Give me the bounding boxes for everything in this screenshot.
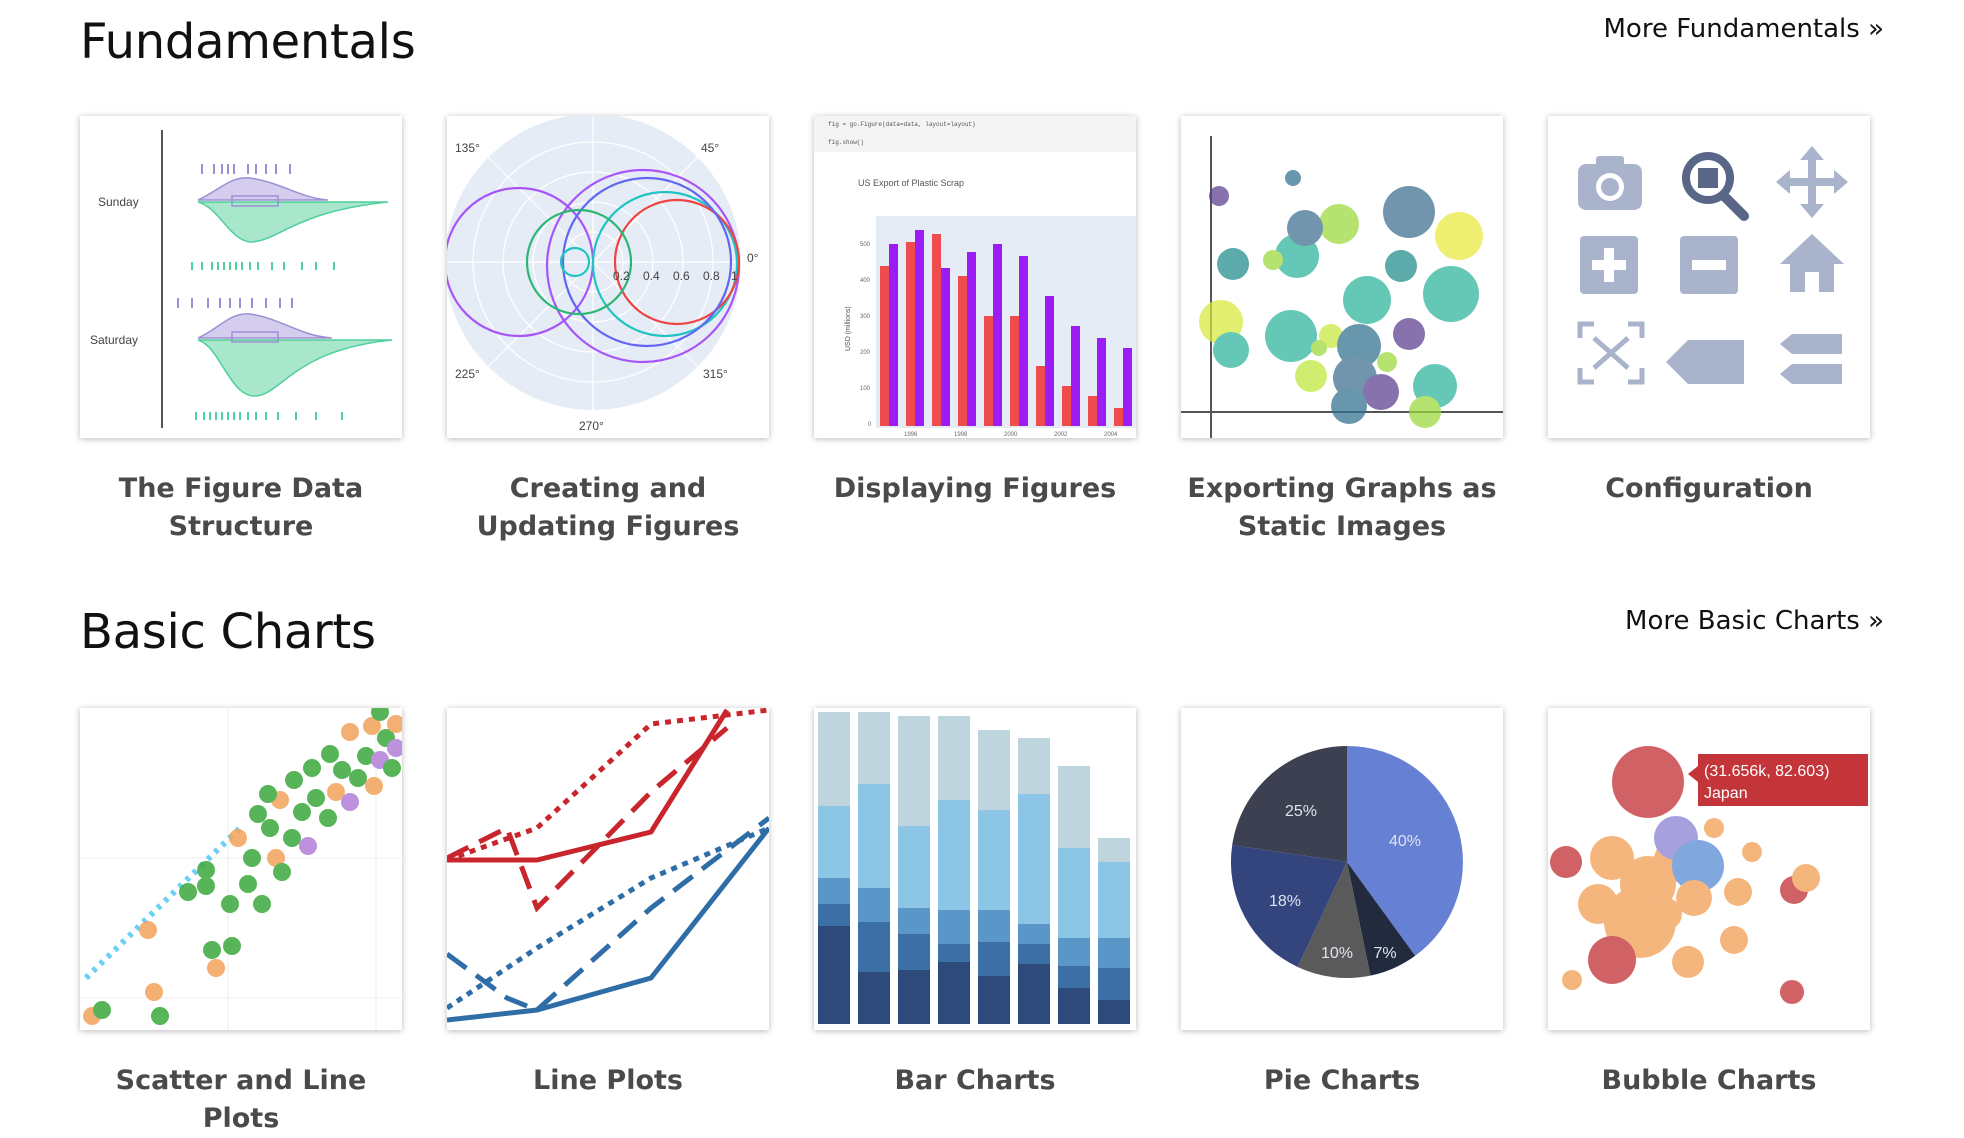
bar-chart-title: US Export of Plastic Scrap	[858, 178, 964, 188]
polar-radial-tick: 0.4	[643, 269, 660, 283]
violin-label-saturday: Saturday	[90, 333, 138, 347]
polar-angle-45: 45°	[701, 141, 719, 155]
card-figure-data-structure[interactable]: Sunday Saturday	[80, 116, 402, 546]
card-label: Exporting Graphs as Static Images	[1187, 473, 1497, 542]
bar-charts-thumbnail[interactable]	[814, 708, 1136, 1030]
card-displaying-figures[interactable]: fig = go.Figure(data=data, layout=layout…	[814, 116, 1136, 546]
card-label: Bubble Charts	[1601, 1065, 1817, 1096]
displaying-figures-thumbnail[interactable]: fig = go.Figure(data=data, layout=layout…	[814, 116, 1136, 438]
polar-angle-225: 225°	[455, 367, 480, 381]
bubble-charts-thumbnail[interactable]: (31.656k, 82.603) Japan	[1548, 708, 1870, 1030]
card-label: Creating and Updating Figures	[476, 473, 740, 542]
pie-slice-label: 18%	[1269, 893, 1301, 910]
polar-radial-tick: 1	[731, 269, 738, 283]
xtick: 1996	[904, 432, 918, 438]
more-basic-charts-link[interactable]: More Basic Charts »	[1625, 606, 1884, 636]
ytick: 300	[860, 314, 871, 320]
exporting-static-images-thumbnail[interactable]	[1181, 116, 1503, 438]
card-pie-charts[interactable]: 40% 7% 10% 18% 25% Pie Charts	[1181, 708, 1503, 1138]
basic-charts-card-row: Scatter and Line Plots Line Plots	[80, 708, 1870, 1138]
xtick: 2000	[1004, 432, 1018, 438]
bar-chart-ylabel: USD (millions)	[845, 306, 852, 351]
violin-label-sunday: Sunday	[98, 195, 139, 209]
home-icon	[1780, 234, 1844, 292]
tooltip-value: (31.656k, 82.603)	[1704, 763, 1829, 780]
pie-slice-label: 7%	[1373, 945, 1396, 962]
zoom-out-icon	[1680, 236, 1738, 294]
autoscale-icon	[1577, 321, 1645, 385]
code-line-1: fig = go.Figure(data=data, layout=layout…	[828, 121, 976, 128]
ytick: 200	[860, 350, 871, 356]
card-exporting-static-images[interactable]: Exporting Graphs as Static Images	[1181, 116, 1503, 546]
tooltip-name: Japan	[1704, 785, 1748, 802]
pan-icon	[1776, 146, 1848, 218]
xtick: 2004	[1104, 432, 1118, 438]
card-label: Pie Charts	[1263, 1065, 1421, 1096]
figure-data-structure-thumbnail[interactable]: Sunday Saturday	[80, 116, 402, 438]
ytick: 400	[860, 278, 871, 284]
ytick: 0	[868, 422, 872, 428]
card-scatter-line-plots[interactable]: Scatter and Line Plots	[80, 708, 402, 1138]
card-bubble-charts[interactable]: (31.656k, 82.603) Japan Bubble Charts	[1548, 708, 1870, 1138]
polar-angle-270: 270°	[579, 419, 604, 433]
section-title-fundamentals: Fundamentals	[80, 14, 416, 70]
ytick: 500	[860, 242, 871, 248]
card-label: Displaying Figures	[833, 473, 1117, 504]
polar-radial-tick: 0.6	[673, 269, 690, 283]
configuration-thumbnail[interactable]	[1548, 116, 1870, 438]
pie-slice-label: 25%	[1285, 803, 1317, 820]
code-line-2: fig.show()	[828, 139, 864, 146]
polar-angle-315: 315°	[703, 367, 728, 381]
polar-radial-tick: 0.2	[613, 269, 630, 283]
card-label: Line Plots	[533, 1065, 683, 1096]
creating-updating-figures-thumbnail[interactable]: 135° 45° 0° 225° 315° 270° 0.2 0.4 0.6 0…	[447, 116, 769, 438]
pie-slice-label: 40%	[1389, 833, 1421, 850]
xtick: 1998	[954, 432, 968, 438]
line-plots-thumbnail[interactable]	[447, 708, 769, 1030]
card-label: The Figure Data Structure	[118, 473, 364, 542]
card-label: Scatter and Line Plots	[115, 1065, 367, 1134]
bubble-tooltip: (31.656k, 82.603) Japan	[1688, 754, 1868, 806]
pie-slice-label: 10%	[1321, 945, 1353, 962]
scatter-line-plots-thumbnail[interactable]	[80, 708, 402, 1030]
xtick: 2002	[1054, 432, 1068, 438]
ytick: 100	[860, 386, 871, 392]
fundamentals-card-row: Sunday Saturday	[80, 116, 1870, 546]
card-line-plots[interactable]: Line Plots	[447, 708, 769, 1138]
hover-compare-icon	[1780, 334, 1842, 384]
pie-charts-thumbnail[interactable]: 40% 7% 10% 18% 25%	[1181, 708, 1503, 1030]
section-title-basic-charts: Basic Charts	[80, 604, 376, 660]
polar-angle-0: 0°	[747, 251, 759, 265]
card-label: Configuration	[1605, 473, 1813, 504]
card-configuration[interactable]: Configuration	[1548, 116, 1870, 546]
zoom-in-icon	[1580, 236, 1638, 294]
hover-closest-icon	[1666, 340, 1744, 384]
camera-icon	[1578, 156, 1642, 210]
more-fundamentals-link[interactable]: More Fundamentals »	[1603, 14, 1884, 44]
card-creating-updating-figures[interactable]: 135° 45° 0° 225° 315° 270° 0.2 0.4 0.6 0…	[447, 116, 769, 546]
zoom-icon	[1682, 152, 1749, 221]
card-bar-charts[interactable]: Bar Charts	[814, 708, 1136, 1138]
polar-radial-tick: 0.8	[703, 269, 720, 283]
polar-angle-135: 135°	[455, 141, 480, 155]
card-label: Bar Charts	[894, 1065, 1056, 1096]
